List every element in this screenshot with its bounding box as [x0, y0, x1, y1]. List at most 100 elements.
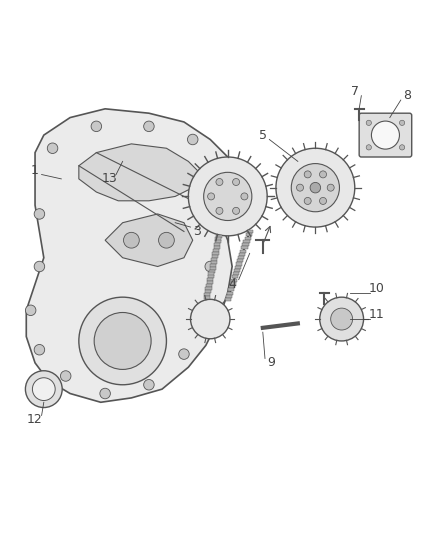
Circle shape: [60, 371, 71, 381]
Bar: [231, 279, 237, 282]
Bar: [207, 278, 213, 281]
Bar: [205, 287, 212, 290]
Bar: [238, 256, 244, 259]
Circle shape: [276, 148, 355, 227]
Bar: [211, 261, 217, 264]
Text: 13: 13: [102, 172, 117, 185]
Bar: [244, 240, 250, 243]
Bar: [247, 230, 253, 233]
Circle shape: [159, 232, 174, 248]
Bar: [232, 276, 238, 278]
Circle shape: [216, 179, 223, 185]
Circle shape: [366, 120, 371, 125]
Circle shape: [79, 297, 166, 385]
Text: 5: 5: [259, 128, 267, 142]
Bar: [212, 255, 218, 258]
Bar: [229, 285, 235, 288]
Bar: [236, 262, 242, 265]
Text: 9: 9: [268, 357, 276, 369]
Bar: [206, 284, 212, 287]
Circle shape: [319, 171, 326, 178]
Bar: [216, 235, 222, 238]
Bar: [234, 269, 240, 272]
Circle shape: [331, 308, 353, 330]
Circle shape: [25, 371, 62, 408]
Circle shape: [25, 305, 36, 316]
Circle shape: [291, 164, 339, 212]
Bar: [215, 240, 221, 244]
Text: 10: 10: [369, 282, 385, 295]
Circle shape: [187, 134, 198, 145]
Circle shape: [205, 261, 215, 272]
Text: 3: 3: [193, 225, 201, 238]
Circle shape: [216, 207, 223, 214]
Circle shape: [233, 179, 240, 185]
Bar: [213, 249, 219, 252]
Bar: [246, 233, 252, 237]
Circle shape: [34, 261, 45, 272]
Bar: [212, 252, 219, 255]
Bar: [239, 253, 245, 256]
Bar: [228, 288, 234, 292]
Bar: [214, 246, 220, 249]
Bar: [208, 276, 214, 278]
Circle shape: [32, 378, 55, 400]
Text: 8: 8: [403, 89, 411, 102]
Circle shape: [371, 121, 399, 149]
Circle shape: [310, 182, 321, 193]
Bar: [244, 237, 251, 240]
Bar: [214, 243, 220, 246]
Bar: [225, 298, 231, 301]
Bar: [210, 264, 216, 267]
Bar: [227, 292, 233, 295]
Polygon shape: [105, 214, 193, 266]
Circle shape: [196, 305, 207, 316]
Circle shape: [297, 184, 304, 191]
FancyBboxPatch shape: [359, 113, 412, 157]
Circle shape: [304, 171, 311, 178]
Circle shape: [214, 209, 224, 219]
Circle shape: [94, 312, 151, 369]
Circle shape: [319, 197, 326, 205]
Bar: [226, 295, 232, 298]
Circle shape: [34, 344, 45, 355]
Polygon shape: [79, 144, 201, 201]
Circle shape: [399, 145, 405, 150]
Circle shape: [399, 120, 405, 125]
Polygon shape: [26, 109, 237, 402]
Text: 4: 4: [228, 278, 236, 290]
Bar: [211, 258, 217, 261]
Bar: [204, 296, 210, 299]
Bar: [233, 272, 239, 275]
Bar: [235, 266, 241, 269]
Bar: [240, 249, 247, 253]
Text: 1: 1: [31, 164, 39, 176]
Circle shape: [179, 349, 189, 359]
Circle shape: [320, 297, 364, 341]
Bar: [241, 246, 247, 249]
Bar: [237, 259, 244, 262]
Circle shape: [304, 197, 311, 205]
Circle shape: [91, 121, 102, 132]
Bar: [208, 272, 215, 276]
Circle shape: [366, 145, 371, 150]
Circle shape: [327, 184, 334, 191]
Circle shape: [144, 121, 154, 132]
Bar: [230, 282, 236, 285]
Circle shape: [144, 379, 154, 390]
Text: 7: 7: [351, 85, 359, 98]
Bar: [204, 293, 210, 296]
Circle shape: [233, 207, 240, 214]
Bar: [207, 281, 213, 284]
Circle shape: [124, 232, 139, 248]
Bar: [209, 270, 215, 273]
Circle shape: [241, 193, 248, 200]
Text: 12: 12: [27, 413, 43, 426]
Circle shape: [204, 172, 252, 221]
Bar: [205, 290, 211, 293]
Circle shape: [100, 388, 110, 399]
Circle shape: [47, 143, 58, 154]
Text: 11: 11: [369, 308, 385, 321]
Circle shape: [188, 157, 267, 236]
Circle shape: [34, 209, 45, 219]
